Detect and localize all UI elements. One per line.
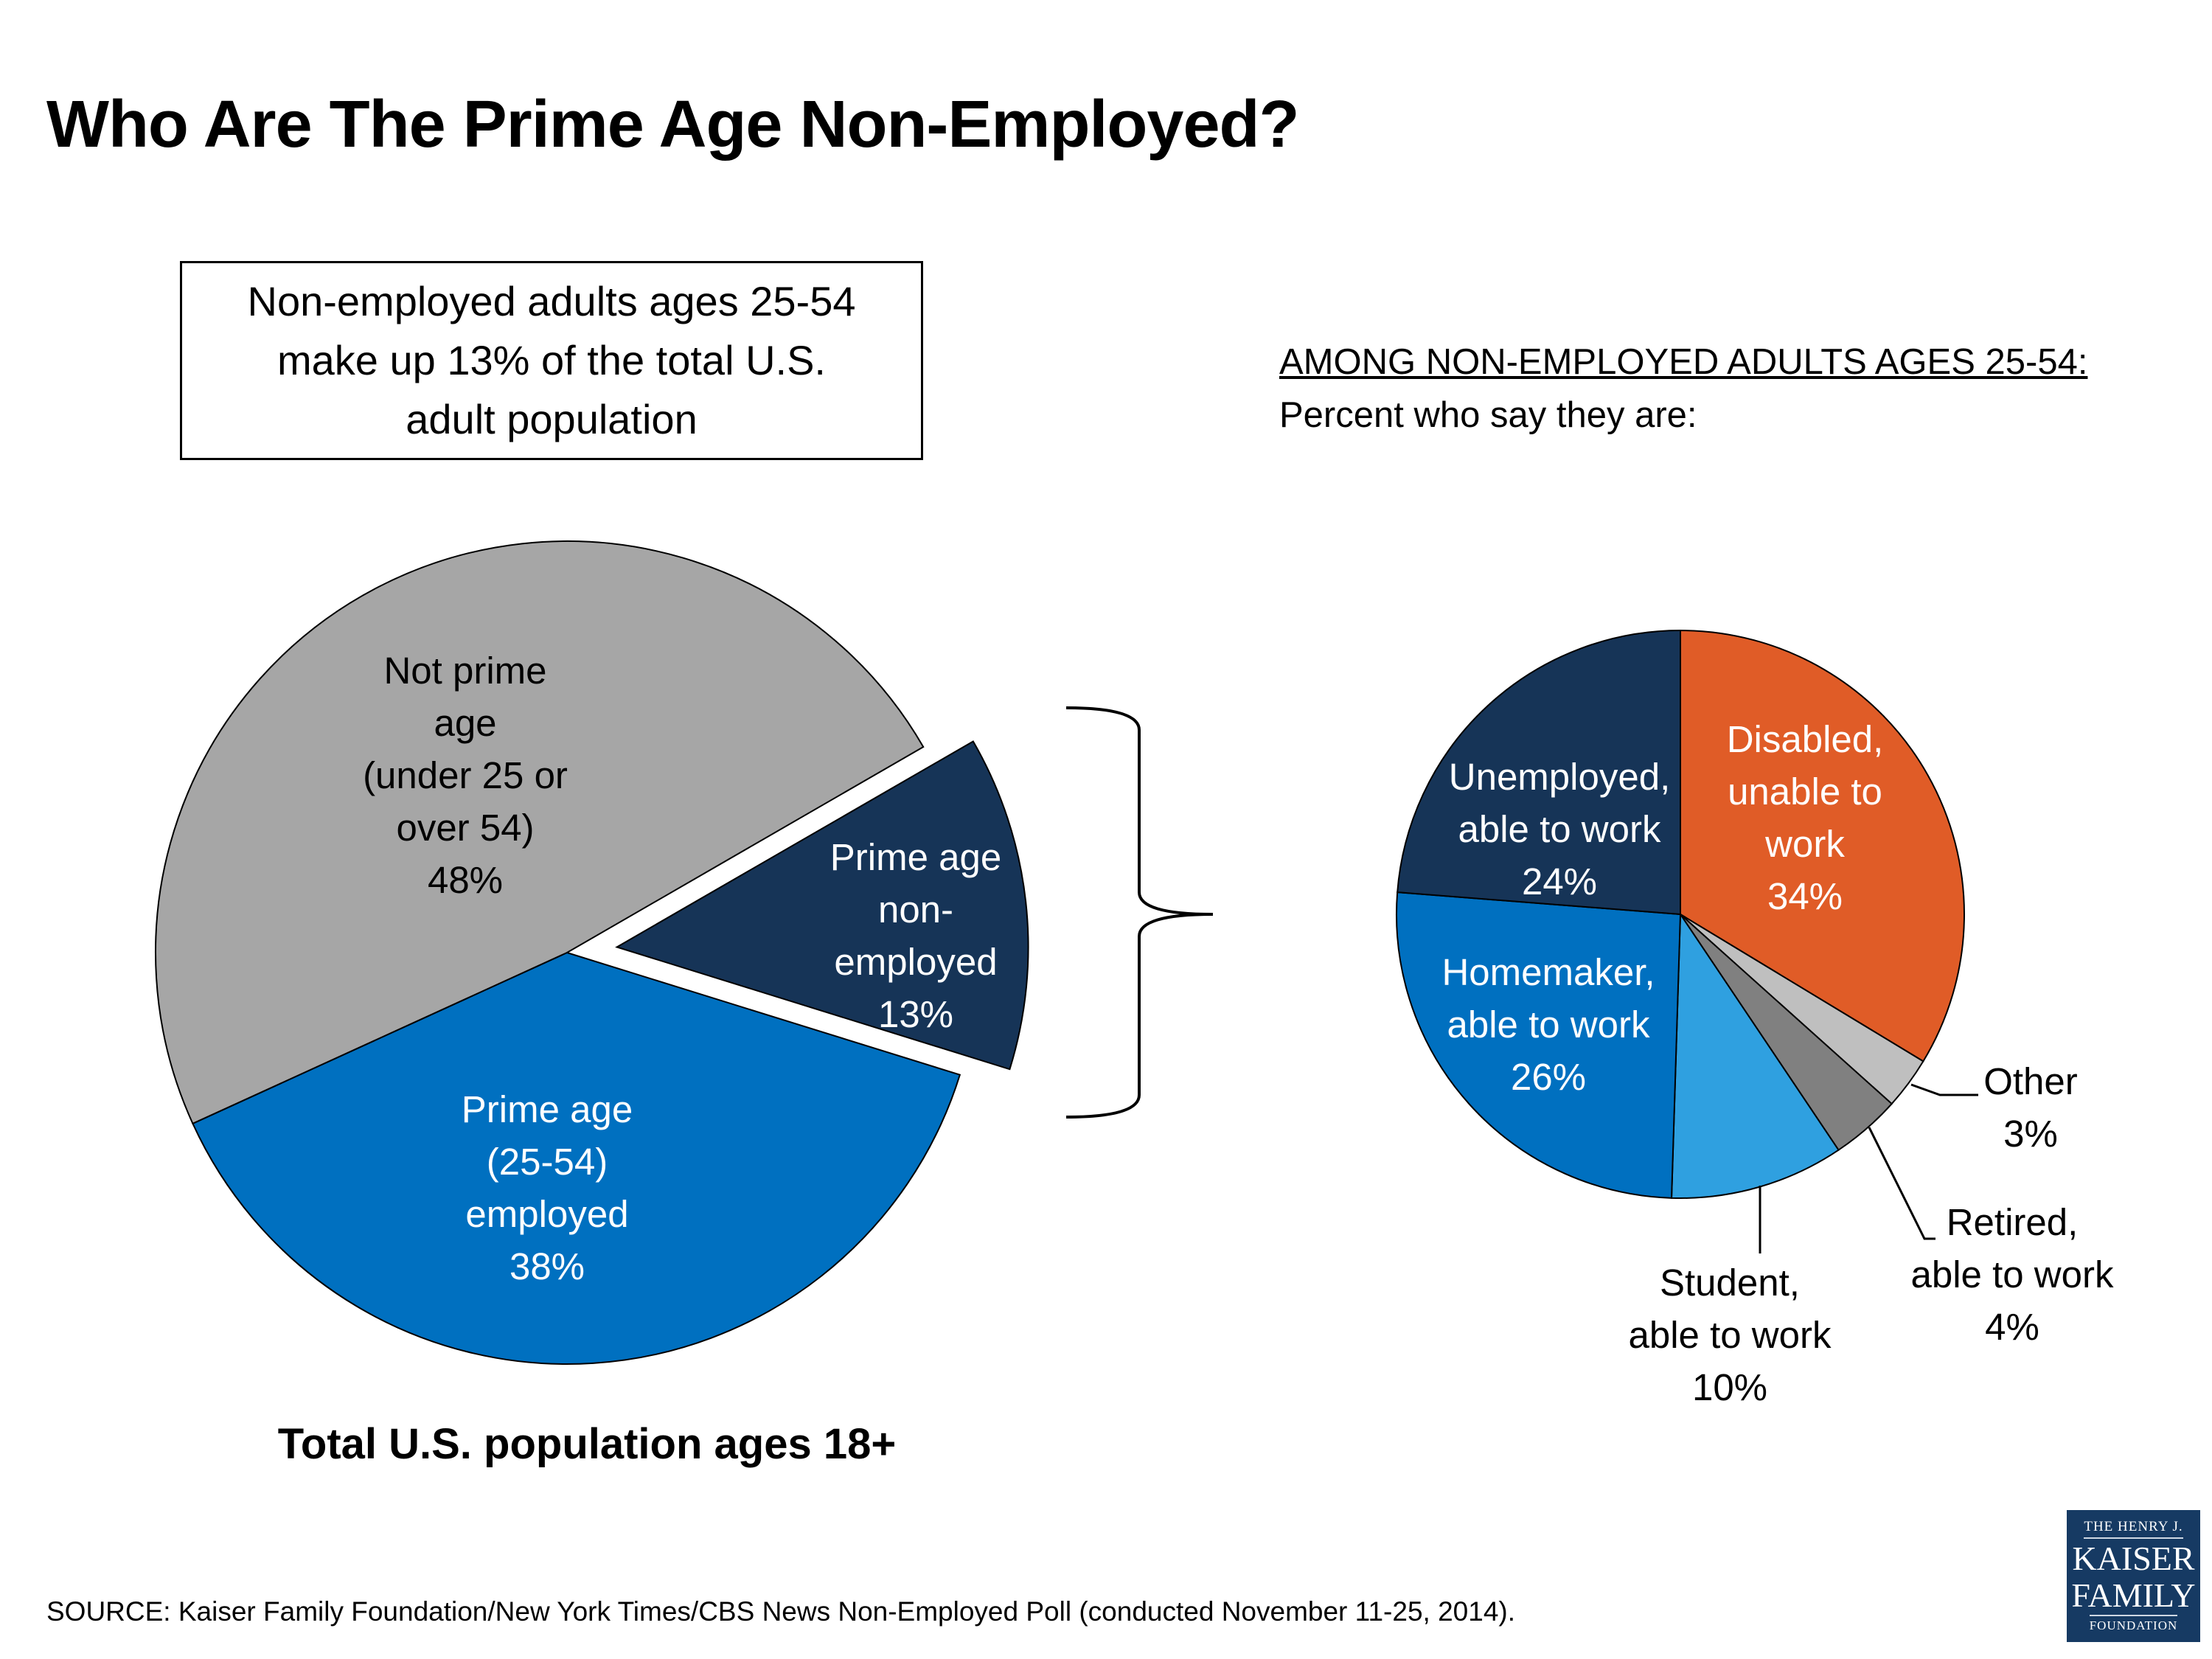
slice-label-line: (25-54) xyxy=(487,1141,608,1183)
pie-slice-homemaker-able-to-work xyxy=(1396,891,1682,1199)
slice-label-line: Unemployed, xyxy=(1449,756,1671,798)
slice-label-line: employed xyxy=(465,1193,628,1235)
slice-label-line: Disabled, xyxy=(1727,718,1884,760)
slice-label-line: non- xyxy=(878,888,953,931)
data-label-value: 10% xyxy=(1692,1366,1767,1408)
right-heading-line2: Percent who say they are: xyxy=(1279,395,1697,435)
pie-slice-student-able-to-work xyxy=(1670,911,1840,1199)
bracket xyxy=(1065,706,1214,1119)
slice-label-line: work xyxy=(1764,823,1845,865)
right-chart-heading: AMONG NON-EMPLOYED ADULTS AGES 25-54: Pe… xyxy=(1279,335,2087,442)
leader-line-other xyxy=(1910,1083,1978,1096)
slice-label-line: Homemaker, xyxy=(1441,951,1655,993)
pie-chart-non-employed: Disabled, unable to work 34% Other 3% Retired,… xyxy=(1396,629,2114,1408)
data-label-value: 4% xyxy=(1985,1306,2039,1348)
slice-label-line: able to work xyxy=(1458,808,1661,850)
slice-label-line: able to work xyxy=(1911,1253,2114,1295)
slice-label-line: Student, xyxy=(1660,1262,1800,1304)
page-title: Who Are The Prime Age Non-Employed? xyxy=(46,88,1299,161)
data-label-value: 13% xyxy=(878,993,953,1035)
pie-slice-unemployed-able-to-work xyxy=(1397,629,1681,916)
slice-label-line: employed xyxy=(834,941,997,983)
pie-slice-disabled-unable-to-work xyxy=(1680,629,1965,1062)
slice-label-line: unable to xyxy=(1728,771,1882,813)
right-heading-line1: AMONG NON-EMPLOYED ADULTS AGES 25-54: xyxy=(1279,342,2088,382)
kff-logo: THE HENRY J. KAISER FAMILY FOUNDATION xyxy=(2067,1510,2200,1642)
pie-slice-not-prime-age-under-25-or-over-54 xyxy=(155,540,925,1125)
slice-label-line: (under 25 or xyxy=(363,754,568,796)
data-label-value: 3% xyxy=(2003,1113,2058,1155)
callout-line: adult population xyxy=(406,396,698,442)
source-note: SOURCE: Kaiser Family Foundation/New Yor… xyxy=(46,1596,1516,1627)
leader-lines xyxy=(1759,1083,1978,1253)
pie-slice-prime-age-non-employed xyxy=(615,740,1029,1071)
data-label-value: 38% xyxy=(509,1245,585,1287)
slice-label-line: Other xyxy=(1983,1060,2078,1102)
data-label-value: 24% xyxy=(1522,860,1597,902)
pie-slice-prime-age-25-54-employed xyxy=(192,951,961,1365)
slice-label-line: Prime age xyxy=(830,836,1001,878)
callout-line: make up 13% of the total U.S. xyxy=(277,337,826,383)
slice-label-line: Retired, xyxy=(1947,1201,2079,1243)
data-label-value: 26% xyxy=(1511,1056,1586,1098)
data-label-value: 34% xyxy=(1767,875,1843,917)
callout-box: Non-employed adults ages 25-54 make up 1… xyxy=(180,261,923,460)
slice-label-line: Prime age xyxy=(462,1088,633,1130)
pie-chart-total-population: Prime age non-employed 13% Prime age (25-54)… xyxy=(155,540,1029,1365)
leader-line-retired xyxy=(1868,1127,1935,1240)
slice-label-line: able to work xyxy=(1447,1004,1650,1046)
slice-label-line: age xyxy=(434,702,496,744)
slice-label-line: Not prime xyxy=(383,650,546,692)
data-label-value: 48% xyxy=(428,859,503,901)
callout-line: Non-employed adults ages 25-54 xyxy=(247,278,856,324)
slice-label-line: able to work xyxy=(1629,1314,1832,1356)
slice-label-line: over 54) xyxy=(396,807,534,849)
left-pie-title: Total U.S. population ages 18+ xyxy=(278,1420,896,1468)
